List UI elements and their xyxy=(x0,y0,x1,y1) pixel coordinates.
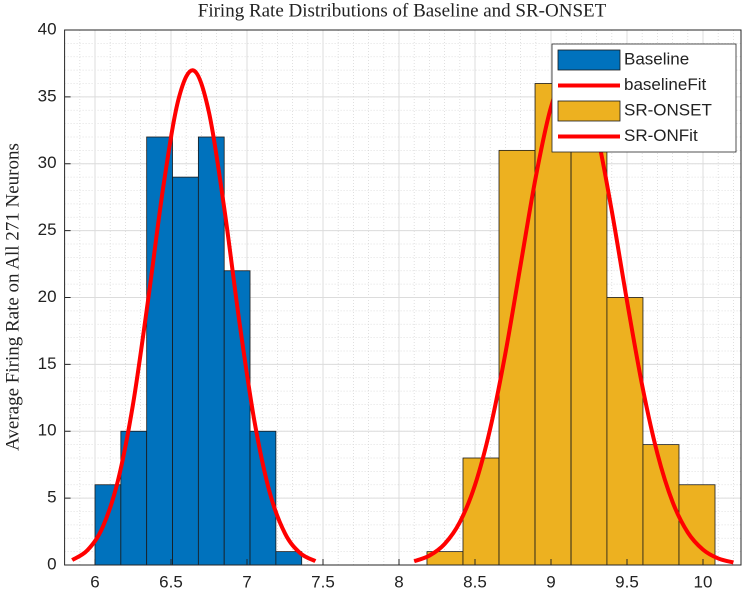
x-tick-label: 6 xyxy=(90,572,99,591)
plot-marks xyxy=(71,68,734,566)
legend: Baseline baselineFit SR-ONSET SR-ONFit xyxy=(551,43,737,153)
y-tick-label: 20 xyxy=(38,287,57,306)
chart-title: Firing Rate Distributions of Baseline an… xyxy=(198,0,607,21)
y-tick-label: 10 xyxy=(38,421,57,440)
axes-box xyxy=(64,29,742,566)
x-tick-label: 8.5 xyxy=(463,572,487,591)
legend-label: SR-ONSET xyxy=(624,100,712,119)
histogram-bar xyxy=(172,176,199,566)
y-tick-label: 30 xyxy=(38,153,57,172)
y-tick-label: 0 xyxy=(47,554,56,573)
y-tick-label: 15 xyxy=(38,354,57,373)
legend-label: baselineFit xyxy=(624,75,706,94)
y-tick-label: 35 xyxy=(38,86,57,105)
legend-swatch xyxy=(557,100,621,122)
x-tick-label: 9.5 xyxy=(615,572,639,591)
histogram-bar xyxy=(197,136,225,566)
legend-label: SR-ONFit xyxy=(624,126,698,145)
axes: 6 6.5 7 7.5 8 8.5 9 9.5 10 0 5 10 15 20 25 30 35 40 xyxy=(38,19,742,591)
legend-swatch xyxy=(557,49,621,71)
x-tick-label: 7.5 xyxy=(311,572,335,591)
histogram-bar xyxy=(94,484,122,566)
histogram-bar xyxy=(462,457,500,566)
histogram-bar xyxy=(570,149,608,566)
y-axis-label: Average Firing Rate on All 271 Neurons xyxy=(2,143,23,451)
fit-line xyxy=(71,68,317,563)
x-tick-label: 10 xyxy=(694,572,713,591)
y-tick-label: 5 xyxy=(47,488,56,507)
x-tick-label: 6.5 xyxy=(159,572,183,591)
histogram-bar xyxy=(534,83,572,566)
y-tick-label: 25 xyxy=(38,220,57,239)
x-tick-label: 8 xyxy=(394,572,403,591)
x-tick-label: 7 xyxy=(242,572,251,591)
histogram-bar xyxy=(606,297,644,566)
x-tick-label: 9 xyxy=(546,572,555,591)
y-tick-label: 40 xyxy=(38,19,57,38)
legend-label: Baseline xyxy=(624,49,689,68)
